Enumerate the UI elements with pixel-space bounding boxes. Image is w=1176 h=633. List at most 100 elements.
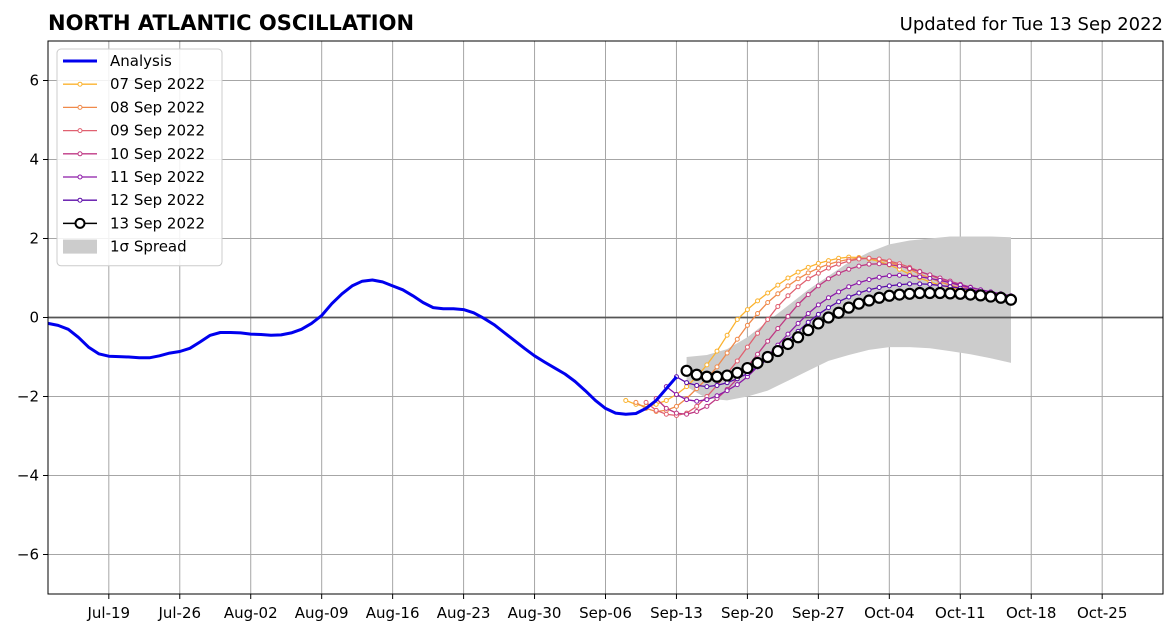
series-point [653,401,659,407]
legend-marker [74,217,86,229]
series-point [785,293,791,299]
series-point [944,287,957,300]
series-point [795,301,801,307]
series-point [862,294,876,307]
ticks: Jul-19 Jul-26 Aug-02 Aug-09 Aug-16 Aug-23 Aug-… [17,72,1128,623]
series-point [785,313,791,319]
series-point [714,393,720,399]
series-point [815,283,821,289]
legend-marker [77,128,83,134]
series-point [836,289,842,295]
x-tick-label: Jul-26 [157,604,201,622]
series-point [964,288,977,301]
series-point [755,298,761,304]
legend-box [56,48,223,267]
legend-label: 08 Sep 2022 [110,98,205,116]
series-point [704,397,710,403]
series-point [765,316,771,322]
series-point [755,330,761,336]
series-point [684,411,690,417]
series-analysis [47,278,678,416]
legend-label: 13 Sep 2022 [110,214,205,232]
series-point [805,264,811,270]
legend-item: 1σ Spread [63,238,187,256]
x-tick-label: Oct-25 [1077,604,1127,622]
series-point [643,399,649,405]
series-point [937,283,943,289]
series-point [785,331,791,337]
series-line [47,278,678,416]
legend-item: 10 Sep 2022 [63,145,205,163]
series-point [805,292,811,298]
legend-item: 11 Sep 2022 [63,168,205,186]
series-point [913,286,926,300]
series-point [775,282,781,288]
series-point [836,261,842,267]
series-point [744,344,750,350]
series-point [826,276,831,282]
series-point [866,255,872,261]
series-point [633,399,639,405]
series-point [917,281,923,287]
series-point [734,358,740,364]
series-point [755,311,761,317]
series-point [1004,293,1018,306]
series-point [714,382,720,388]
series-point [815,311,821,317]
series-point [815,265,821,271]
series-point [907,273,913,279]
series-point [826,305,831,311]
series-point [927,281,933,287]
series-point [842,301,855,314]
series-point [684,397,690,403]
series-point [907,281,913,287]
series-point [832,306,845,319]
series-13-sep-2022 [680,286,1018,383]
series-point [815,270,821,276]
series-point [917,274,923,280]
legend-marker [77,174,83,180]
series-point [896,263,902,269]
series-point [866,261,872,267]
series-point [694,409,700,415]
series-point [826,295,831,301]
series-point [907,266,913,272]
series-point [694,382,700,388]
series-point [791,331,805,344]
series-point [765,299,771,305]
series-point [846,266,852,272]
series-point [673,410,679,416]
legend-item: 13 Sep 2022 [63,214,205,232]
series-point [755,351,761,357]
series-point [927,275,933,281]
y-tick-label: 4 [29,151,39,169]
series-point [826,261,831,267]
x-tick-label: Jul-19 [87,604,131,622]
series-point [836,299,842,305]
legend-marker [77,197,83,203]
series-point [903,287,916,300]
series-point [876,284,882,290]
legend-item: 09 Sep 2022 [63,122,205,140]
series-point [684,384,690,390]
series-point [923,286,936,300]
series-point [815,302,821,308]
series-point [751,356,764,370]
series-point [781,337,795,351]
series-point [694,398,700,404]
series-point [866,277,872,283]
series-point [744,322,750,328]
legend: Analysis 07 Sep 2022 08 Sep 2022 09 Sep 202… [56,48,223,267]
series-point [826,265,831,271]
y-tick-label: 2 [29,230,39,248]
x-tick-label: Aug-23 [437,604,491,622]
series-point [805,311,811,317]
x-tick-label: Sep-13 [650,604,703,622]
series-point [795,320,801,326]
series-point [893,288,906,301]
series-point [896,272,902,278]
series-point [846,284,852,290]
series-point [873,291,886,304]
series-point [775,326,781,332]
